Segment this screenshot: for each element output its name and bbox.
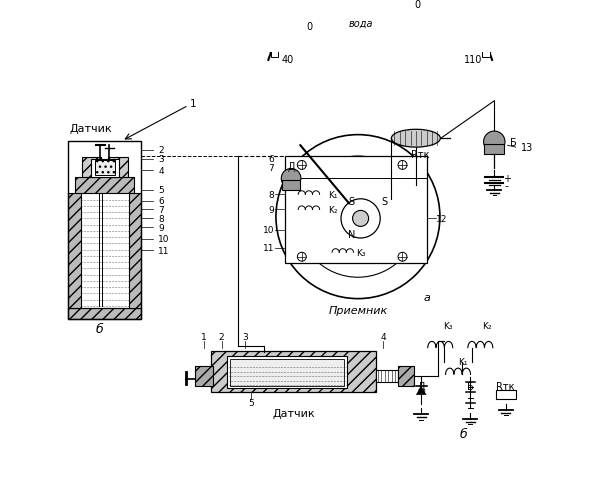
Text: N: N xyxy=(348,230,355,240)
Text: 13: 13 xyxy=(521,143,533,153)
Text: 10: 10 xyxy=(263,226,274,235)
Text: S: S xyxy=(382,196,388,206)
Text: 2: 2 xyxy=(158,146,164,155)
Text: Датчик: Датчик xyxy=(69,123,112,133)
Ellipse shape xyxy=(391,130,440,148)
Text: 2: 2 xyxy=(219,332,224,341)
Bar xyxy=(81,193,129,309)
Text: 0: 0 xyxy=(307,22,313,31)
Bar xyxy=(271,51,278,58)
Text: 4: 4 xyxy=(380,332,386,341)
Text: 9: 9 xyxy=(158,223,164,232)
Circle shape xyxy=(398,161,407,170)
Text: 80: 80 xyxy=(374,0,386,2)
Bar xyxy=(129,193,142,309)
Text: K₃: K₃ xyxy=(443,321,452,330)
Bar xyxy=(227,356,347,388)
Bar xyxy=(484,144,504,155)
Text: 6: 6 xyxy=(158,197,164,206)
Circle shape xyxy=(298,161,306,170)
Text: б: б xyxy=(95,322,103,335)
Bar xyxy=(376,370,398,383)
Text: 8: 8 xyxy=(268,190,274,199)
Bar xyxy=(68,193,81,309)
Text: Rтк: Rтк xyxy=(496,381,514,391)
Text: S: S xyxy=(349,196,355,206)
Circle shape xyxy=(398,253,407,262)
Text: 3: 3 xyxy=(242,332,248,341)
Circle shape xyxy=(341,199,380,239)
Text: Приемник: Приемник xyxy=(328,305,388,316)
Bar xyxy=(68,309,142,319)
Bar xyxy=(211,351,376,393)
Text: 9: 9 xyxy=(268,206,274,214)
Text: K₁: K₁ xyxy=(329,190,338,199)
Text: 40: 40 xyxy=(281,55,294,65)
Text: 6: 6 xyxy=(268,155,274,164)
Text: 8: 8 xyxy=(158,214,164,224)
Circle shape xyxy=(298,157,419,278)
Text: K₂: K₂ xyxy=(482,321,492,330)
Circle shape xyxy=(281,169,301,189)
Bar xyxy=(482,51,490,58)
Bar xyxy=(230,360,344,386)
Text: 7: 7 xyxy=(268,164,274,173)
Circle shape xyxy=(276,136,440,299)
Text: 1: 1 xyxy=(190,98,196,108)
Bar xyxy=(398,366,414,386)
Circle shape xyxy=(353,211,368,227)
Text: 10: 10 xyxy=(158,235,170,244)
Text: 1: 1 xyxy=(201,332,206,341)
Text: Б: Б xyxy=(467,381,473,391)
Text: 12: 12 xyxy=(436,214,447,224)
Circle shape xyxy=(484,132,505,153)
Bar xyxy=(109,158,128,177)
Text: Б: Б xyxy=(511,137,517,148)
Bar xyxy=(91,159,119,177)
Bar xyxy=(496,391,515,399)
Text: б: б xyxy=(459,427,467,440)
Bar xyxy=(68,142,142,319)
Text: 0: 0 xyxy=(415,0,421,10)
Bar xyxy=(82,158,101,177)
Text: K₁: K₁ xyxy=(458,357,468,366)
Text: Датчик: Датчик xyxy=(272,408,314,418)
Text: 5: 5 xyxy=(248,398,254,408)
Text: Rтк: Rтк xyxy=(411,150,430,160)
Text: Д: Д xyxy=(287,162,295,171)
Bar xyxy=(282,181,300,191)
Text: а: а xyxy=(424,292,431,302)
Polygon shape xyxy=(416,386,427,395)
Bar xyxy=(285,157,427,263)
Text: 11: 11 xyxy=(158,246,170,256)
Text: 11: 11 xyxy=(263,244,274,253)
Text: 110: 110 xyxy=(464,55,482,65)
Text: 7: 7 xyxy=(158,206,164,214)
Bar xyxy=(195,366,212,386)
Circle shape xyxy=(298,253,306,262)
Text: K₃: K₃ xyxy=(356,248,365,257)
Text: -: - xyxy=(505,181,509,191)
Text: вода: вода xyxy=(349,19,373,29)
Text: 4: 4 xyxy=(158,166,164,175)
Text: 3: 3 xyxy=(158,155,164,164)
Text: Д: Д xyxy=(418,381,425,391)
Text: +: + xyxy=(503,174,511,184)
Text: 5: 5 xyxy=(158,186,164,195)
Bar xyxy=(76,177,134,193)
Bar xyxy=(95,161,115,175)
Text: K₂: K₂ xyxy=(329,206,338,214)
